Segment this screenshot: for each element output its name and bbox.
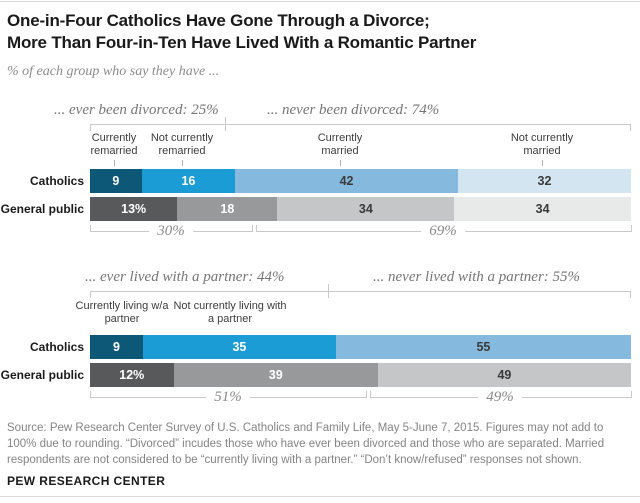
bar-segment: 55 xyxy=(335,335,631,359)
title-line-2: More Than Four-in-Ten Have Lived With a … xyxy=(7,33,477,52)
top-bracket-tick-right xyxy=(630,291,631,298)
bar-segment: 9 xyxy=(90,169,142,193)
bar-segment: 16 xyxy=(141,169,236,193)
bar-divorce-catholics: 9 16 42 32 xyxy=(90,169,631,193)
top-bracket-line xyxy=(90,124,631,125)
top-bracket-tick-left xyxy=(90,291,91,298)
top-bracket-tick-right xyxy=(630,124,631,131)
bar-segment: 32 xyxy=(457,169,631,193)
top-bracket-line xyxy=(90,291,631,292)
bar-divorce-general-public: 13% 18 34 34 xyxy=(90,197,632,221)
top-bracket-tick-25pct xyxy=(225,117,226,131)
section-label-ever-divorced: ... ever been divorced: 25% xyxy=(54,102,219,118)
bar-segment: 49 xyxy=(377,363,631,387)
chart-subtitle: % of each group who say they have ... xyxy=(7,64,220,79)
section-label-never-lived-with-partner: ... never lived with a partner: 55% xyxy=(373,269,581,285)
row-label-catholics: Catholics xyxy=(29,174,84,188)
column-label-not-currently-living-with-partner: Not currently living with a partner xyxy=(173,300,287,325)
top-bracket-tick-left xyxy=(90,124,91,131)
bracket-label-30: 30% xyxy=(149,222,193,240)
column-label-currently-living-with-partner: Currently living w/a partner xyxy=(75,300,169,325)
page-title: One-in-Four Catholics Have Gone Through … xyxy=(7,10,633,54)
column-tick xyxy=(114,160,115,166)
column-tick xyxy=(542,160,543,166)
bracket-label-69: 69% xyxy=(421,222,465,240)
bar-segment: 34 xyxy=(454,197,632,221)
bracket-label-51: 51% xyxy=(206,388,250,406)
top-bracket-tick-44pct xyxy=(328,284,329,298)
column-label-not-currently-remarried: Not currently remarried xyxy=(150,132,214,157)
bar-segment: 12% xyxy=(90,363,174,387)
bar-segment: 9 xyxy=(90,335,143,359)
section-label-ever-lived-with-partner: ... ever lived with a partner: 44% xyxy=(85,269,285,285)
bar-segment: 35 xyxy=(142,335,336,359)
bracket-label-49: 49% xyxy=(478,388,522,406)
bar-partner-catholics: 9 35 55 xyxy=(90,335,631,359)
bar-segment: 42 xyxy=(235,169,458,193)
bar-partner-general-public: 12% 39 49 xyxy=(90,363,631,387)
bar-segment: 13% xyxy=(90,197,178,221)
row-label-general-public: General public xyxy=(0,368,84,382)
bar-segment: 34 xyxy=(277,197,455,221)
row-label-general-public: General public xyxy=(0,202,84,216)
bottom-border xyxy=(0,496,640,497)
column-label-not-currently-married: Not currently married xyxy=(510,132,574,157)
column-label-currently-married: Currently married xyxy=(317,132,363,157)
bar-segment: 39 xyxy=(173,363,378,387)
title-line-1: One-in-Four Catholics Have Gone Through … xyxy=(7,11,430,30)
column-tick xyxy=(340,160,341,166)
column-label-currently-remarried: Currently remarried xyxy=(90,132,138,157)
row-label-catholics: Catholics xyxy=(29,340,84,354)
section-label-never-divorced: ... never been divorced: 74% xyxy=(267,102,440,118)
source-note: Source: Pew Research Center Survey of U.… xyxy=(7,422,605,466)
pew-research-center-wordmark: PEW RESEARCH CENTER xyxy=(7,474,166,488)
bar-segment: 18 xyxy=(177,197,278,221)
column-tick xyxy=(182,160,183,166)
top-border xyxy=(0,1,640,2)
